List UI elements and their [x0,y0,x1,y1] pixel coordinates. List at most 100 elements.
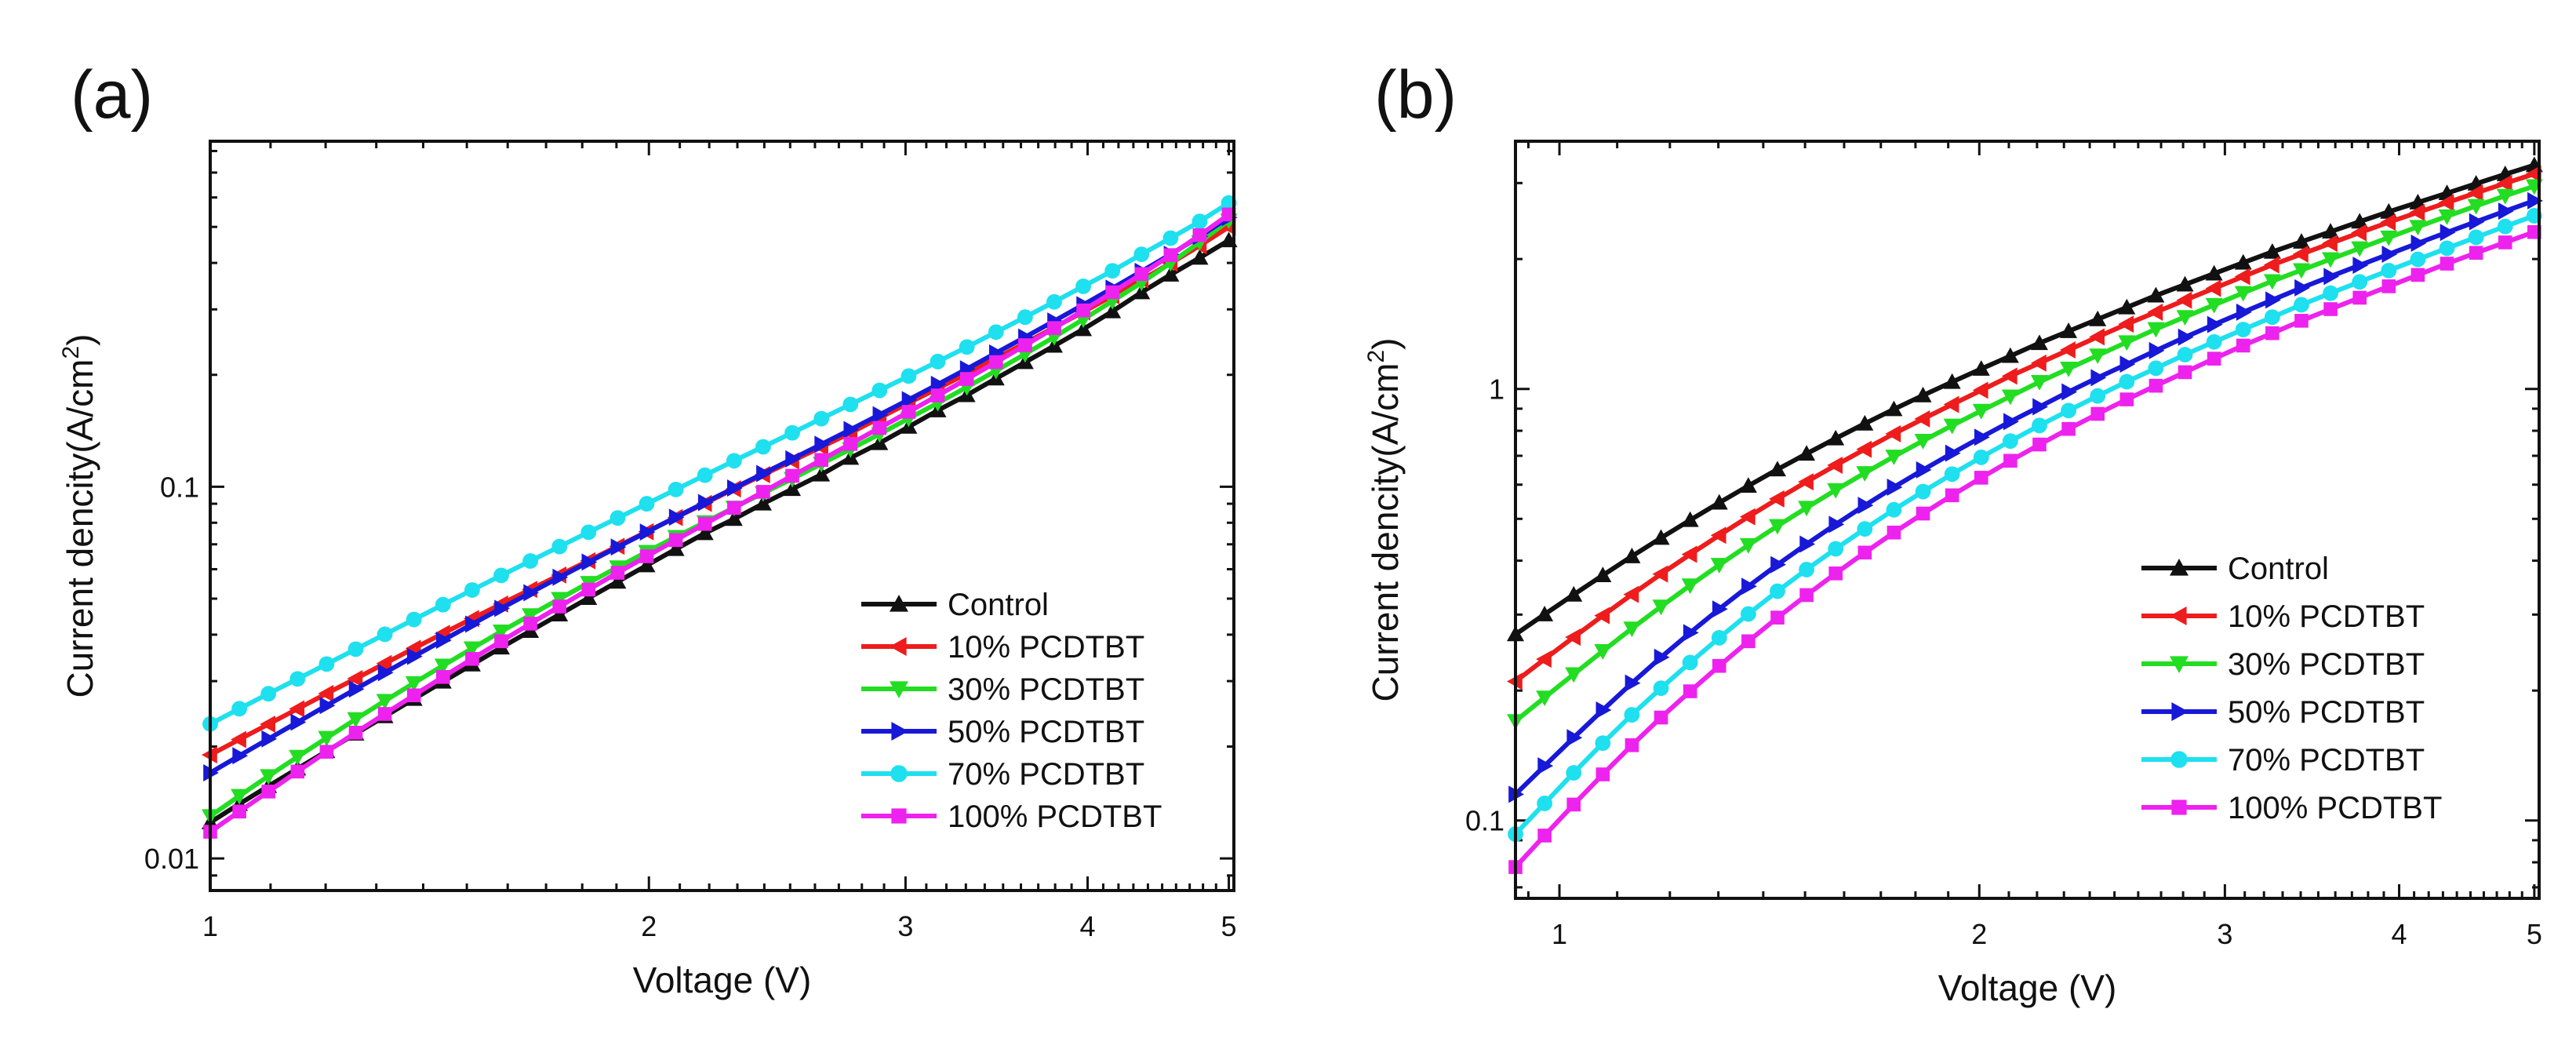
panel-a-y-tick-label: 0.1 [160,471,199,503]
panel-a-data-point [785,468,799,483]
panel-a-legend-label: 30% PCDTBT [948,672,1144,707]
panel-a-data-point [319,697,336,715]
panel-a-data-point [1105,285,1119,300]
panel-b-series-line [1514,162,2535,636]
panel-a-data-point [609,510,626,526]
panel-a-data-point [1192,213,1208,230]
panel-b-data-point [2147,303,2163,321]
panel-a-data-point [319,745,334,759]
panel-a-legend-entry: Control [861,588,1049,622]
panel-a-data-point [727,501,741,515]
panel-b-x-axis-title: Voltage (V) [1938,967,2117,1008]
panel-b-data-point [1943,373,1961,389]
panel-b-y-axis-title-main: Current dencity(A/cm [1365,363,1406,702]
panel-a-data-point [552,599,567,614]
panel-b-x-tick-label: 4 [2392,918,2407,950]
panel-b-data-point [2090,369,2107,387]
panel-b-data-point [2410,235,2427,253]
panel-a-data-point [406,647,423,665]
panel-a-y-axis-title-close: ) [60,333,100,345]
panel-b-data-point [1856,414,1874,431]
panel-b-data-point [2205,279,2221,297]
panel-b-data-point [2032,417,2047,434]
panel-a-data-point [232,804,246,819]
panel-b-data-point [2527,191,2543,209]
panel-b-data-point [2061,402,2076,419]
panel-b-data-point [2409,220,2427,236]
panel-a-data-point [667,540,685,556]
panel-a-data-point [522,608,540,625]
panel-a-data-point [755,439,771,455]
panel-b-data-point [2440,257,2454,271]
panel-a-legend-entry: 50% PCDTBT [861,715,1144,749]
panel-a-legend-label: 50% PCDTBT [948,715,1144,749]
panel-a-data-point [754,494,772,511]
panel-a-data-point [1104,302,1122,319]
panel-b-legend-entry: 10% PCDTBT [2141,599,2425,634]
panel-b-data-point [1799,562,1814,577]
panel-b-data-point [1798,501,1816,517]
panel-b-series-2 [1507,165,2541,690]
panel-a-x-tick-label: 2 [641,910,657,942]
panel-b-data-point [1943,418,1961,435]
panel-b-data-point [2469,213,2485,231]
panel-b-data-point [1799,535,1816,553]
panel-b-data-point [2467,184,2483,202]
panel-a-data-point [465,651,479,666]
panel-b-data-point [2323,302,2338,316]
panel-a-data-point [580,524,597,541]
panel-a-data-point [1076,303,1090,318]
panel-a-legend-swatch-marker [890,765,908,782]
panel-b-data-point [1740,606,1756,622]
panel-a-data-point [609,573,627,589]
panel-b-data-point [1798,473,1814,491]
panel-b-data-point [2060,361,2078,377]
panel-a-data-point [551,538,568,555]
panel-a-data-point [581,553,598,571]
panel-b-data-point [2292,263,2310,279]
panel-b-data-point [1739,537,1757,554]
panel-b-data-point [1536,690,1554,707]
panel-a-data-point [871,382,888,399]
panel-b-data-point [2003,413,2019,431]
panel-a-y-axis-title-sup: 2 [58,346,84,359]
panel-b-data-point [1857,521,1873,537]
panel-a-legend-entry: 30% PCDTBT [861,672,1144,707]
panel-b-data-point [2177,347,2193,362]
panel-a-data-point [726,453,742,469]
panel-a-data-point [843,421,860,439]
panel-b-data-point [1739,477,1757,493]
panel-a-legend-swatch-marker [890,595,908,612]
panel-a-legend-swatch-marker [890,637,907,656]
panel-b-data-point [2119,392,2134,406]
panel-a-data-point [668,482,684,497]
panel-a-data-point [493,625,511,640]
panel-b-data-point [2322,235,2338,253]
panel-b-data-point [2207,351,2221,366]
panel-a-data-point [697,494,714,512]
panel-a-x-axis-title: Voltage (V) [633,960,812,1000]
panel-a-legend-label: 100% PCDTBT [948,799,1162,834]
panel-a-y-tick-label: 0.01 [144,843,199,875]
panel-a-data-point [727,479,743,497]
panel-b-data-point [2176,310,2194,326]
panel-b-data-point [2380,202,2398,219]
panel-a-data-point [872,421,887,435]
panel-b-data-point [2294,314,2309,328]
panel-b-data-point [1739,508,1756,526]
panel-a-data-point [639,523,656,541]
panel-a-data-point [552,568,569,586]
panel-a-data-point [668,533,683,548]
panel-a-data-point [261,785,276,799]
panel-a-data-point [610,538,627,556]
panel-b-data-point [1770,555,1786,574]
panel-b-series-4 [1508,191,2543,803]
panel-a-data-point [756,464,772,483]
panel-a-data-point [1221,207,1236,222]
panel-b-data-point [1972,381,1988,399]
panel-b-data-point [1798,445,1816,461]
panel-b-data-point [2294,279,2310,297]
panel-b-data-point [2061,421,2076,436]
panel-a-data-point [610,566,625,580]
panel-a-data-point [697,516,712,531]
